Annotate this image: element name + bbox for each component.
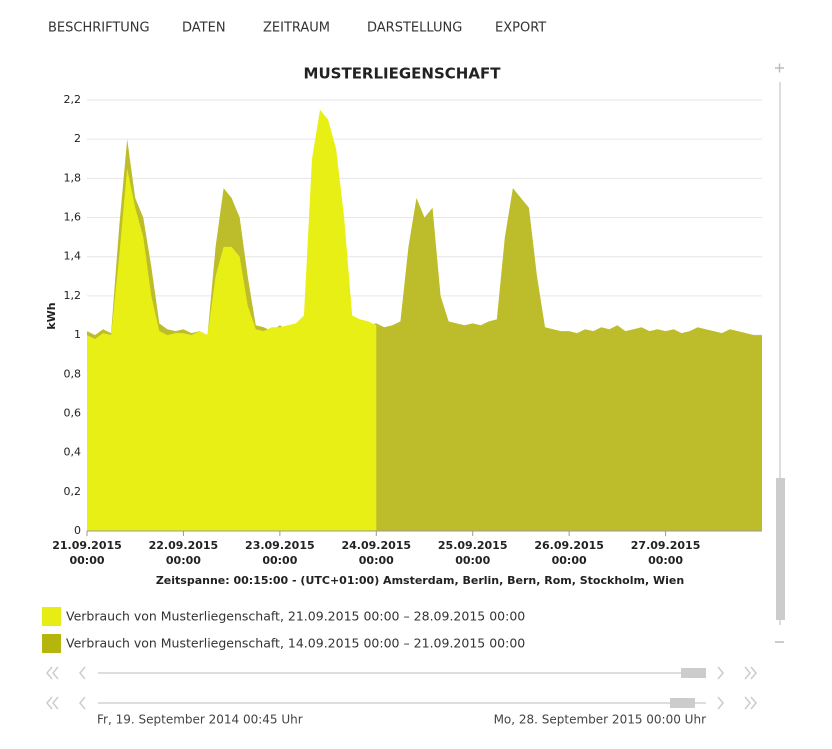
y-tick-label: 1,2 <box>64 289 82 302</box>
y-axis-label: kWh <box>45 302 58 329</box>
next-button[interactable] <box>717 666 724 680</box>
legend-label[interactable]: Verbrauch von Musterliegenschaft, 21.09.… <box>66 609 525 624</box>
area <box>87 109 377 531</box>
y-tick-label: 0,2 <box>64 485 82 498</box>
last-button[interactable] <box>744 666 757 680</box>
x-tick-label: 23.09.2015 00:00 <box>245 539 315 567</box>
y-tick-label: 1,8 <box>64 171 82 184</box>
scroll-thumb[interactable] <box>776 478 785 620</box>
y-tick-label: 1,4 <box>64 250 82 263</box>
nav-handle[interactable] <box>681 668 706 678</box>
nav-handle[interactable] <box>670 698 695 708</box>
x-tick-label: 22.09.2015 00:00 <box>149 539 219 567</box>
menu-item[interactable]: DATEN <box>182 21 226 36</box>
menu-item[interactable]: ZEITRAUM <box>263 21 330 36</box>
x-tick-label: 26.09.2015 00:00 <box>534 539 604 567</box>
menu-item[interactable]: EXPORT <box>495 21 546 36</box>
v-scrollbar[interactable] <box>775 63 785 643</box>
chart-title: MUSTERLIEGENSCHAFT <box>304 65 502 83</box>
first-button[interactable] <box>46 696 59 710</box>
prev-button[interactable] <box>79 696 86 710</box>
legend-swatch <box>42 634 61 653</box>
y-tick-label: 2 <box>74 132 81 145</box>
legend: Verbrauch von Musterliegenschaft, 21.09.… <box>42 607 525 653</box>
legend-label[interactable]: Verbrauch von Musterliegenschaft, 14.09.… <box>66 636 525 651</box>
y-tick-label: 1 <box>74 328 81 341</box>
nav-end-date: Mo, 28. September 2015 00:00 Uhr <box>494 713 707 727</box>
y-tick-label: 1,6 <box>64 211 82 224</box>
nav-row <box>46 666 757 680</box>
prev-button[interactable] <box>79 666 86 680</box>
y-tick-label: 2,2 <box>64 93 82 106</box>
y-tick-label: 0 <box>74 524 81 537</box>
navigator: Fr, 19. September 2014 00:45 Uhr Mo, 28.… <box>46 666 757 727</box>
first-button[interactable] <box>46 666 59 680</box>
y-tick-label: 0,6 <box>64 406 82 419</box>
x-tick-label: 24.09.2015 00:00 <box>341 539 411 567</box>
menu-item[interactable]: DARSTELLUNG <box>367 21 462 36</box>
y-tick-label: 0,4 <box>64 446 82 459</box>
x-axis-label: Zeitspanne: 00:15:00 - (UTC+01:00) Amste… <box>156 574 684 587</box>
menu-item[interactable]: BESCHRIFTUNG <box>48 21 150 36</box>
last-button[interactable] <box>744 696 757 710</box>
zoom-in[interactable] <box>775 63 784 73</box>
next-button[interactable] <box>717 696 724 710</box>
nav-row <box>46 696 757 710</box>
legend-swatch <box>42 607 61 626</box>
nav-start-date: Fr, 19. September 2014 00:45 Uhr <box>97 713 303 727</box>
x-tick-label: 21.09.2015 00:00 <box>52 539 122 567</box>
plot: 0 0,2 0,4 0,6 0,8 1 1,2 1,4 1,6 1,8 2 2,2 21.09.2015… <box>52 93 762 567</box>
x-tick-label: 25.09.2015 00:00 <box>438 539 508 567</box>
menu-bar: BESCHRIFTUNG DATEN ZEITRAUM DARSTELLUNG … <box>48 21 546 36</box>
y-tick-label: 0,8 <box>64 367 82 380</box>
x-tick-label: 27.09.2015 00:00 <box>631 539 701 567</box>
